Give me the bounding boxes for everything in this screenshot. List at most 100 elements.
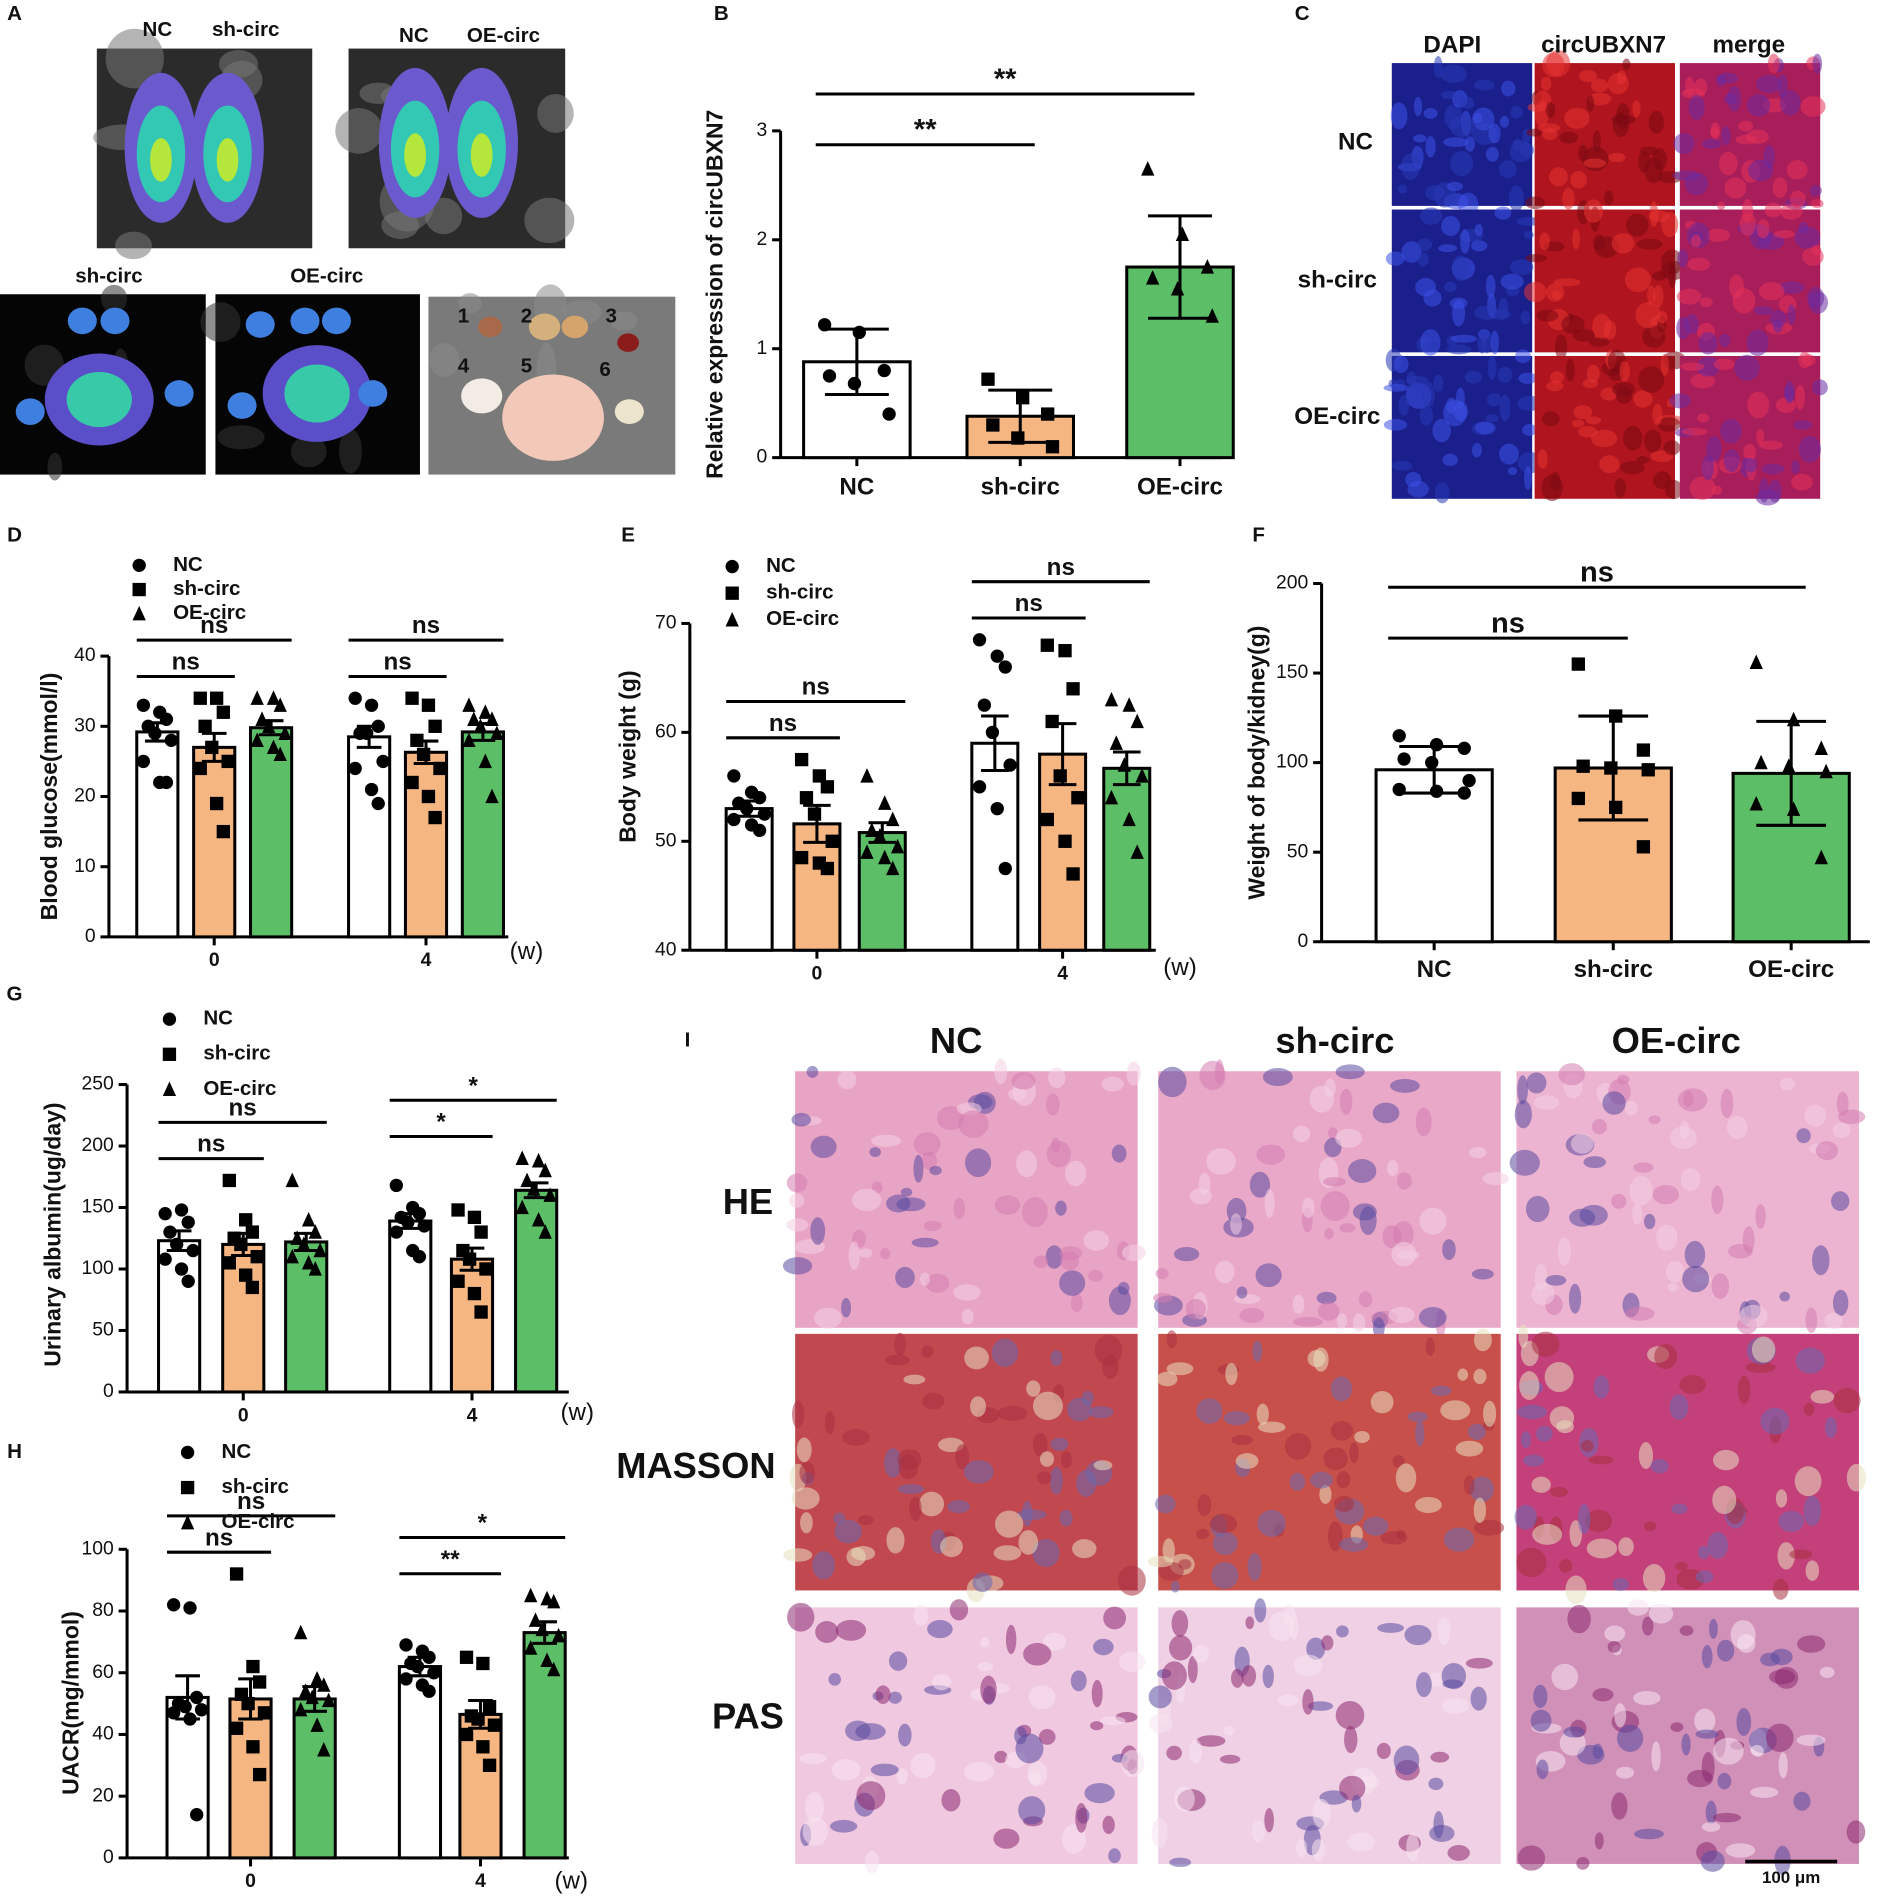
photo-texture bbox=[1117, 1281, 1130, 1295]
photo-texture bbox=[1611, 1193, 1627, 1209]
photo-texture bbox=[1185, 1298, 1206, 1320]
point bbox=[174, 1262, 189, 1276]
photo-texture bbox=[1516, 216, 1541, 226]
photo-texture bbox=[1470, 1686, 1487, 1711]
photo-texture bbox=[1158, 1066, 1187, 1098]
photo-texture bbox=[1648, 110, 1664, 134]
point bbox=[399, 1672, 413, 1686]
photo-texture bbox=[1255, 1263, 1282, 1288]
photo-texture bbox=[1391, 460, 1413, 471]
photo-texture bbox=[1737, 1375, 1751, 1405]
photo-texture bbox=[1170, 1580, 1180, 1593]
photo-texture bbox=[1499, 394, 1511, 422]
photo-texture bbox=[1532, 1523, 1563, 1545]
photo-texture bbox=[1206, 1148, 1236, 1175]
significance-label: ns bbox=[1015, 590, 1043, 617]
photo-texture bbox=[1711, 1273, 1730, 1300]
photo-texture bbox=[958, 1110, 989, 1138]
point bbox=[421, 789, 436, 804]
x-tick-label: 0 bbox=[209, 949, 220, 971]
photo-texture bbox=[1151, 1817, 1168, 1849]
photo-texture bbox=[1088, 1406, 1114, 1419]
photo-texture bbox=[1032, 1432, 1048, 1457]
photo-texture bbox=[1541, 411, 1560, 427]
photo-texture bbox=[1419, 405, 1434, 426]
photo-texture bbox=[1247, 1552, 1262, 1582]
panel-letter: F bbox=[1252, 524, 1265, 547]
photo-texture bbox=[1647, 285, 1656, 306]
photo-texture bbox=[1015, 1733, 1044, 1764]
photo-texture bbox=[1339, 1222, 1356, 1233]
photo-texture bbox=[1392, 1455, 1405, 1468]
photo-texture bbox=[922, 1392, 945, 1410]
photo-texture bbox=[1795, 384, 1806, 410]
y-tick-label: 0 bbox=[757, 446, 768, 468]
photo-texture bbox=[1739, 1304, 1768, 1328]
photo-texture bbox=[1582, 379, 1599, 389]
photo-texture bbox=[1717, 1772, 1732, 1790]
point bbox=[376, 754, 390, 769]
significance-label: ns bbox=[383, 649, 411, 676]
bar bbox=[970, 741, 1020, 952]
significance-label: ns bbox=[200, 612, 228, 639]
organ bbox=[478, 316, 503, 338]
photo-texture bbox=[1567, 1604, 1591, 1634]
photo-texture bbox=[1070, 1670, 1087, 1692]
photo-texture bbox=[1549, 371, 1565, 384]
point bbox=[239, 1213, 253, 1227]
photo-texture bbox=[1349, 1442, 1359, 1464]
y-axis-label: Urinary albumin(ug/day) bbox=[40, 1102, 66, 1366]
point bbox=[255, 711, 269, 726]
photo-texture bbox=[1317, 1301, 1340, 1321]
photo-texture bbox=[1791, 460, 1800, 474]
point bbox=[410, 1659, 425, 1674]
photo-texture bbox=[1311, 1839, 1326, 1861]
photo-texture bbox=[1470, 240, 1488, 252]
photo-texture bbox=[1257, 1509, 1286, 1537]
y-tick-label: 3 bbox=[757, 119, 768, 141]
photo-texture bbox=[1347, 1159, 1377, 1184]
photo-texture bbox=[1383, 383, 1409, 392]
photo-texture bbox=[925, 1273, 950, 1293]
photo-texture bbox=[1372, 1102, 1400, 1124]
photo-texture bbox=[1072, 1539, 1097, 1559]
photo-texture bbox=[1592, 1743, 1603, 1759]
photo-texture bbox=[1698, 332, 1718, 355]
point bbox=[166, 1706, 181, 1720]
photo-texture bbox=[1623, 425, 1643, 451]
photo-texture bbox=[856, 1781, 886, 1811]
point bbox=[482, 1758, 497, 1772]
photo-texture bbox=[806, 1065, 819, 1078]
photo-texture bbox=[789, 1193, 805, 1208]
photo-texture bbox=[1751, 1336, 1776, 1363]
x-tick-label: 4 bbox=[421, 949, 432, 971]
point bbox=[794, 752, 809, 767]
photo-texture bbox=[1570, 170, 1587, 189]
photo-texture bbox=[1581, 1440, 1594, 1452]
photo-texture bbox=[1421, 341, 1439, 353]
photo-texture bbox=[1644, 429, 1662, 453]
photo-texture bbox=[1778, 1752, 1788, 1779]
photo-texture bbox=[1638, 366, 1665, 393]
photo-texture bbox=[995, 1510, 1024, 1538]
photo-texture bbox=[864, 1850, 880, 1874]
photo-texture bbox=[1586, 1538, 1618, 1559]
point bbox=[1104, 691, 1119, 707]
row-label: MASSON bbox=[616, 1445, 775, 1486]
photo-texture bbox=[1779, 1077, 1795, 1091]
photo-texture bbox=[1339, 1537, 1369, 1552]
photo-texture bbox=[1241, 1665, 1257, 1687]
photo-texture bbox=[1335, 1128, 1363, 1148]
photo-texture bbox=[1810, 1389, 1835, 1404]
photo-texture bbox=[1701, 1822, 1721, 1832]
point bbox=[266, 690, 281, 705]
photo-texture bbox=[815, 1621, 839, 1644]
point bbox=[890, 838, 905, 854]
photo-texture bbox=[1700, 1850, 1725, 1872]
photo-texture bbox=[1537, 449, 1548, 470]
photo-texture bbox=[1723, 449, 1740, 473]
photo-texture bbox=[1494, 206, 1512, 220]
panel-letter: C bbox=[1295, 2, 1310, 25]
point bbox=[221, 754, 235, 769]
point bbox=[278, 725, 292, 740]
